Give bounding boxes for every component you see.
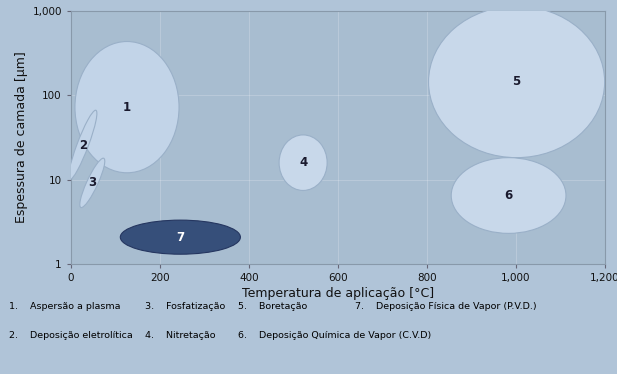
Ellipse shape [80,158,105,208]
Ellipse shape [451,158,566,233]
Ellipse shape [68,110,97,180]
Text: 3: 3 [88,177,96,189]
Ellipse shape [75,42,179,173]
Text: 2: 2 [78,138,87,151]
Ellipse shape [429,6,605,158]
Text: 5: 5 [513,76,521,88]
Text: 3.    Fosfatização: 3. Fosfatização [145,301,225,310]
Text: 4.    Nitretação: 4. Nitretação [145,331,215,340]
Ellipse shape [279,135,327,190]
Text: 5.    Boretação: 5. Boretação [238,301,307,310]
Text: 2.    Deposição eletrolítica: 2. Deposição eletrolítica [9,331,133,340]
Text: 6.    Deposição Química de Vapor (C.V.D): 6. Deposição Química de Vapor (C.V.D) [238,331,431,340]
Text: 7.    Deposição Física de Vapor (P.V.D.): 7. Deposição Física de Vapor (P.V.D.) [355,301,536,310]
X-axis label: Temperatura de aplicação [°C]: Temperatura de aplicação [°C] [242,287,434,300]
Y-axis label: Espessura de camada [µm]: Espessura de camada [µm] [15,52,28,223]
Text: 4: 4 [299,156,307,169]
Text: 1: 1 [123,101,131,114]
Text: 1.    Aspersão a plasma: 1. Aspersão a plasma [9,301,121,310]
Ellipse shape [120,220,241,254]
Text: 6: 6 [505,189,513,202]
Text: 7: 7 [176,231,184,244]
